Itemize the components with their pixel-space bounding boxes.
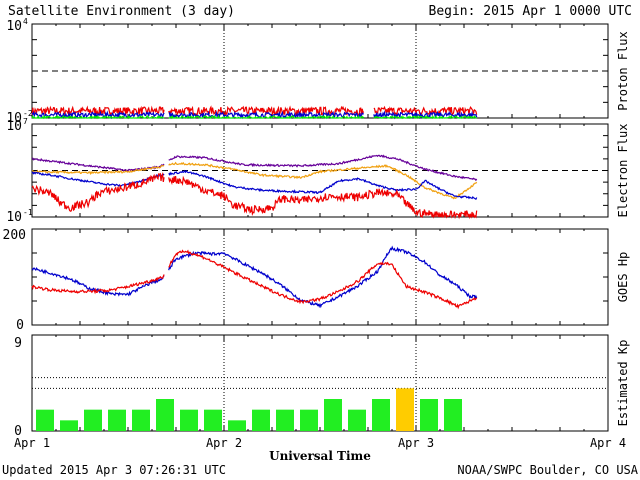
kp-bar — [84, 409, 102, 431]
kp-bar — [156, 399, 174, 431]
y-tick-label-exp: 4 — [23, 17, 28, 26]
kp-bar — [348, 409, 366, 431]
y-axis-label: Estimated Kp — [616, 340, 630, 427]
kp-bar — [372, 399, 390, 431]
panel-goes_hp: 0 200 GOES Hp — [3, 228, 630, 333]
x-tick-label-0: Apr 1 — [14, 436, 50, 450]
proton-series-blue — [31, 110, 478, 120]
y-tick-label-exp: -1 — [23, 208, 33, 217]
x-axis-title: Universal Time — [269, 449, 371, 463]
y-axis-label: Proton Flux — [616, 31, 630, 110]
proton-series-green — [31, 114, 477, 120]
y-tick-label-exp: -2 — [23, 109, 33, 118]
credit-label: NOAA/SWPC Boulder, CO USA — [457, 463, 638, 477]
kp-bar — [36, 409, 54, 431]
kp-bar — [324, 399, 342, 431]
x-tick-label-3: Apr 4 — [590, 436, 626, 450]
y-tick-label: 200 — [3, 228, 26, 243]
x-tick-label-1: Apr 2 — [206, 436, 242, 450]
y-tick-label: 9 — [14, 336, 22, 351]
panel-frame — [31, 123, 609, 218]
kp-bar — [276, 409, 294, 431]
panel-frame — [31, 23, 609, 119]
y-tick-label: 10 — [6, 19, 22, 34]
electron-series-purple — [32, 154, 478, 182]
kp-bar — [108, 409, 126, 431]
kp-bar — [396, 388, 414, 431]
goes_hp-series-red — [31, 249, 478, 310]
electron-series-orange — [31, 161, 478, 200]
electron-series-blue — [31, 169, 478, 201]
y-axis-label: Electron Flux — [616, 124, 630, 218]
kp-bar — [252, 409, 270, 431]
y-tick-label: 10 — [6, 210, 22, 225]
begin-label: Begin: 2015 Apr 1 0000 UTC — [429, 4, 633, 19]
y-axis-label: GOES Hp — [616, 252, 630, 303]
y-tick-label: 10 — [6, 111, 22, 126]
kp-bar — [60, 420, 78, 431]
kp-bar — [444, 399, 462, 431]
y-tick-label-exp: 7 — [23, 117, 28, 126]
kp-bar — [204, 409, 222, 431]
goes_hp-series-blue — [31, 245, 478, 309]
panel-kp: 0 9 Estimated Kp — [14, 334, 630, 439]
y-tick-label: 10 — [6, 119, 22, 134]
x-tick-label-2: Apr 3 — [398, 436, 434, 450]
electron-series-red — [31, 171, 478, 220]
chart-title: Satellite Environment (3 day) — [8, 4, 235, 19]
y-tick-label: 0 — [14, 424, 22, 439]
panel-frame — [31, 228, 609, 326]
kp-bar — [180, 409, 198, 431]
kp-bar — [228, 420, 246, 431]
panel-electron: 10 710 -1 Electron Flux — [6, 117, 630, 225]
kp-bar — [300, 409, 318, 431]
updated-timestamp: Updated 2015 Apr 3 07:26:31 UTC — [2, 463, 226, 477]
kp-bar — [132, 409, 150, 431]
kp-bar — [420, 399, 438, 431]
y-tick-label: 0 — [16, 318, 24, 333]
